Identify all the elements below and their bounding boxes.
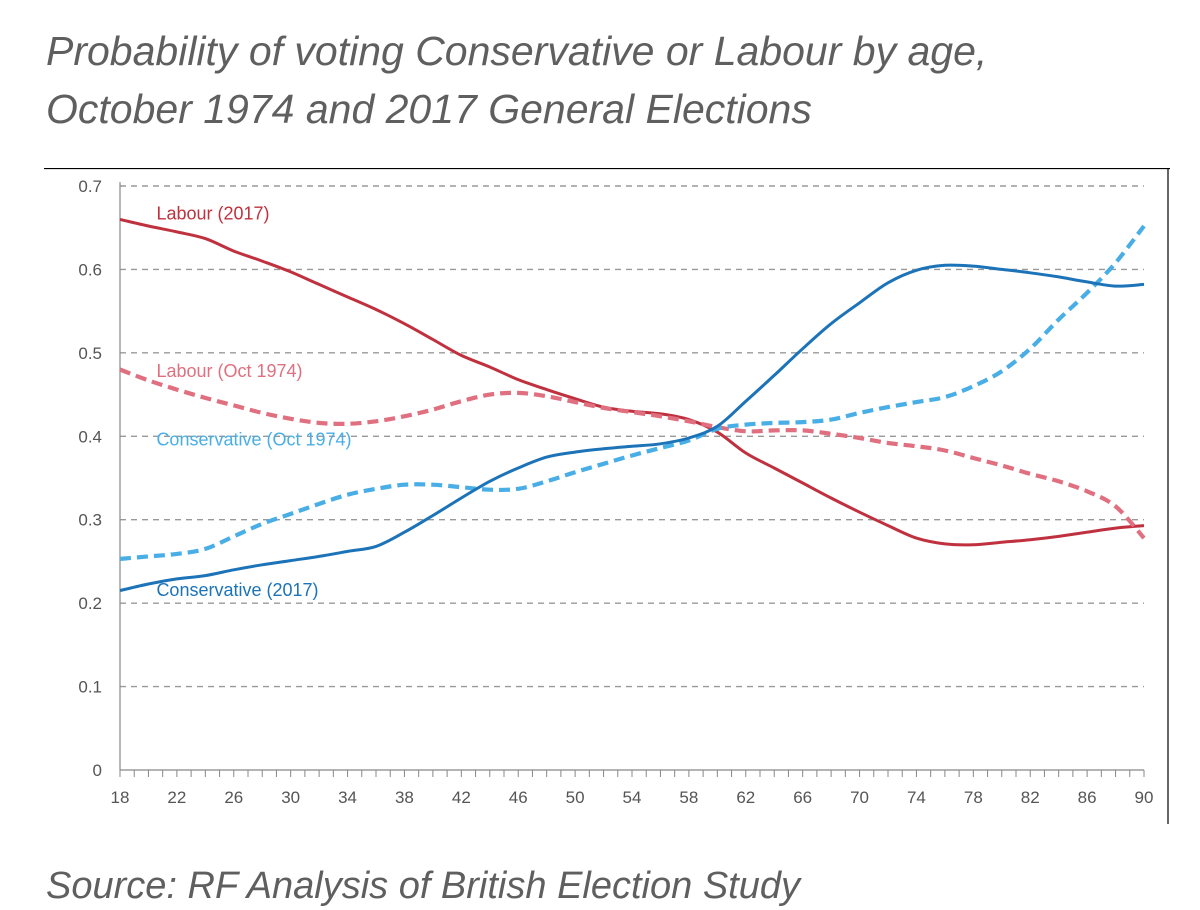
y-tick-label: 0.4 — [78, 427, 102, 446]
x-tick-label: 26 — [224, 788, 243, 807]
x-tick-label: 22 — [167, 788, 186, 807]
x-tick-label: 50 — [566, 788, 585, 807]
series-line-labour-oct-1974 — [119, 367, 1146, 540]
x-tick-label: 74 — [907, 788, 926, 807]
series-label-conservative-2017: Conservative (2017) — [156, 580, 318, 600]
x-tick-label: 46 — [509, 788, 528, 807]
x-tick-label: 38 — [395, 788, 414, 807]
source-note: Source: RF Analysis of British Election … — [46, 865, 800, 907]
series-label-labour-2017: Labour (2017) — [156, 204, 269, 224]
x-tick-label: 66 — [793, 788, 812, 807]
y-tick-label: 0.7 — [78, 177, 102, 196]
x-tick-labels: 18 22 26 30 34 38 42 46 50 54 58 62 66 70 74 78 82 86 90 — [111, 788, 1154, 807]
y-tick-label: 0.3 — [78, 511, 102, 530]
x-tick-label: 86 — [1078, 788, 1097, 807]
x-tick-label: 90 — [1135, 788, 1154, 807]
chart-area: 0 0.1 0.2 0.3 0.4 0.5 0.6 0.7 18 22 26 30 34 38 42 46 5… — [44, 167, 1170, 828]
x-tick-label: 34 — [338, 788, 357, 807]
series-line-conservative-oct-1974 — [119, 224, 1146, 561]
gridlines — [120, 185, 1144, 688]
x-tick-label: 62 — [736, 788, 755, 807]
axes — [119, 182, 1145, 777]
x-tick-label: 42 — [452, 788, 471, 807]
x-tick-label: 78 — [964, 788, 983, 807]
chart-title-line-1: Probability of voting Conservative or La… — [46, 28, 988, 74]
y-tick-label: 0 — [93, 761, 102, 780]
y-tick-label: 0.6 — [78, 260, 102, 279]
data-series — [119, 217, 1146, 593]
x-tick-label: 54 — [623, 788, 642, 807]
x-tick-label: 70 — [850, 788, 869, 807]
y-tick-labels: 0 0.1 0.2 0.3 0.4 0.5 0.6 0.7 — [78, 177, 102, 780]
x-tick-label: 82 — [1021, 788, 1040, 807]
chart-title: Probability of voting Conservative or La… — [46, 22, 1166, 138]
line-chart: 0 0.1 0.2 0.3 0.4 0.5 0.6 0.7 18 22 26 30 34 38 42 46 5… — [44, 167, 1170, 824]
series-label-labour-oct-1974: Labour (Oct 1974) — [156, 361, 302, 381]
x-tick-label: 58 — [679, 788, 698, 807]
series-line-conservative-2017 — [119, 263, 1145, 593]
series-label-conservative-oct-1974: Conservative (Oct 1974) — [156, 430, 351, 450]
y-tick-label: 0.5 — [78, 344, 102, 363]
chart-title-line-2: October 1974 and 2017 General Elections — [46, 86, 812, 132]
y-tick-label: 0.1 — [78, 678, 102, 697]
y-tick-label: 0.2 — [78, 594, 102, 613]
x-tick-label: 18 — [111, 788, 130, 807]
x-tick-label: 30 — [281, 788, 300, 807]
series-labels: Labour (2017) Labour (Oct 1974) Conservati… — [156, 204, 351, 600]
series-line-labour-2017 — [119, 217, 1145, 547]
